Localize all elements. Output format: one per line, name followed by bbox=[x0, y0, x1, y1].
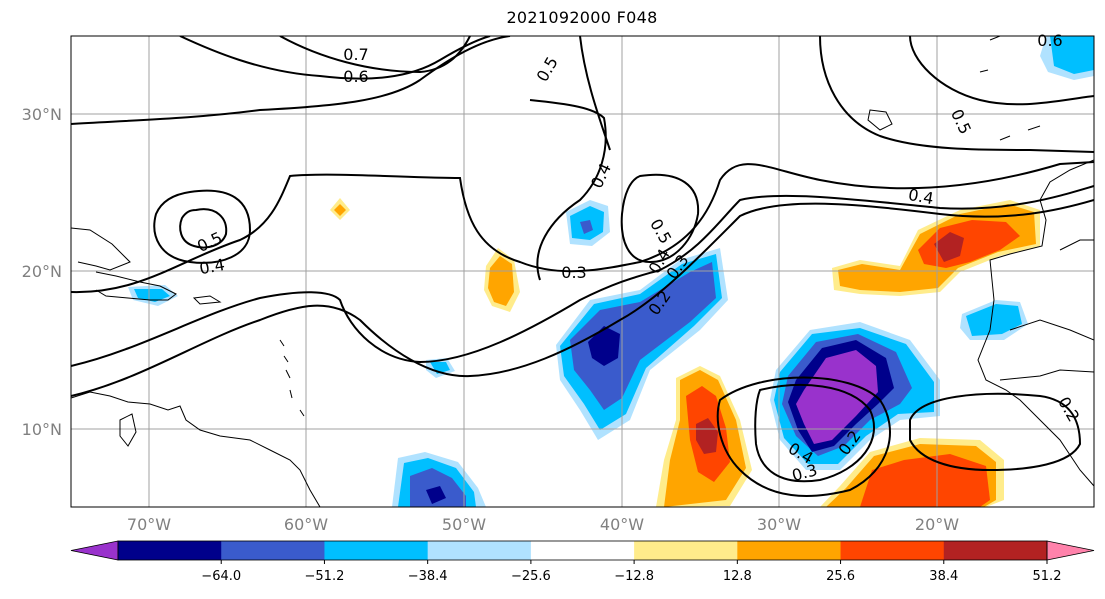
colorbar-segment bbox=[943, 541, 1048, 560]
colorbar-tick-label: −12.8 bbox=[614, 569, 654, 584]
colorbar-segment bbox=[840, 541, 945, 560]
lon-label: 50°W bbox=[442, 515, 486, 534]
colorbar-tick-label: −25.6 bbox=[511, 569, 551, 584]
lat-label: 30°N bbox=[22, 105, 62, 124]
contour-lines bbox=[71, 36, 1094, 497]
coastlines bbox=[71, 36, 1094, 507]
colorbar-segments bbox=[70, 540, 1095, 561]
contour-label: 0.2 bbox=[1054, 393, 1083, 425]
contour-label: 0.6 bbox=[1037, 31, 1062, 50]
colorbar-tick-label: 12.8 bbox=[723, 569, 752, 584]
lon-label: 70°W bbox=[127, 515, 171, 534]
colorbar-segment bbox=[530, 541, 635, 560]
contour-label: 0.5 bbox=[533, 53, 562, 85]
colorbar-tick-label: −64.0 bbox=[201, 569, 241, 584]
map-title: 2021092000 F048 bbox=[506, 8, 658, 27]
colorbar-segment bbox=[221, 541, 325, 560]
contour-label: 0.6 bbox=[343, 67, 368, 86]
latitude-labels: 30°N 20°N 10°N bbox=[22, 105, 62, 439]
colorbar-segment bbox=[118, 541, 222, 560]
colorbar-outline bbox=[117, 540, 1048, 561]
colorbar-tick-label: −51.2 bbox=[305, 569, 345, 584]
colorbar-tick-label: −38.4 bbox=[408, 569, 448, 584]
colorbar-extend-high bbox=[1046, 540, 1095, 561]
colorbar-segment bbox=[427, 541, 532, 560]
colorbar-ticks: −64.0 −51.2 −38.4 −25.6 −12.8 12.8 25.6 38.4 51.… bbox=[201, 560, 1062, 584]
lon-label: 20°W bbox=[915, 515, 959, 534]
lon-label: 40°W bbox=[600, 515, 644, 534]
colorbar-tick-label: 51.2 bbox=[1033, 569, 1062, 584]
colorbar-tick-label: 25.6 bbox=[826, 569, 855, 584]
colorbar: −64.0 −51.2 −38.4 −25.6 −12.8 12.8 25.6 38.4 51.… bbox=[70, 540, 1095, 584]
contour-label: 0.4 bbox=[907, 185, 935, 208]
colorbar-extend-low bbox=[70, 540, 119, 561]
lon-label: 60°W bbox=[284, 515, 328, 534]
contour-label: 0.5 bbox=[947, 106, 975, 137]
lat-label: 10°N bbox=[22, 420, 62, 439]
lon-label: 30°W bbox=[757, 515, 801, 534]
colorbar-tick-label: 38.4 bbox=[929, 569, 958, 584]
lat-label: 20°N bbox=[22, 262, 62, 281]
shaded-anomaly-field bbox=[128, 36, 1094, 507]
contour-label: 0.4 bbox=[198, 255, 226, 278]
colorbar-segment bbox=[634, 541, 738, 560]
contour-label: 0.5 bbox=[646, 215, 675, 247]
contour-label: 0.7 bbox=[343, 45, 368, 64]
contour-label: 0.5 bbox=[194, 228, 225, 256]
contour-label: 0.3 bbox=[561, 263, 586, 282]
colorbar-segment bbox=[324, 541, 429, 560]
colorbar-segment bbox=[737, 541, 842, 560]
longitude-labels: 70°W 60°W 50°W 40°W 30°W 20°W bbox=[127, 515, 959, 534]
map-frame bbox=[70, 35, 1095, 508]
